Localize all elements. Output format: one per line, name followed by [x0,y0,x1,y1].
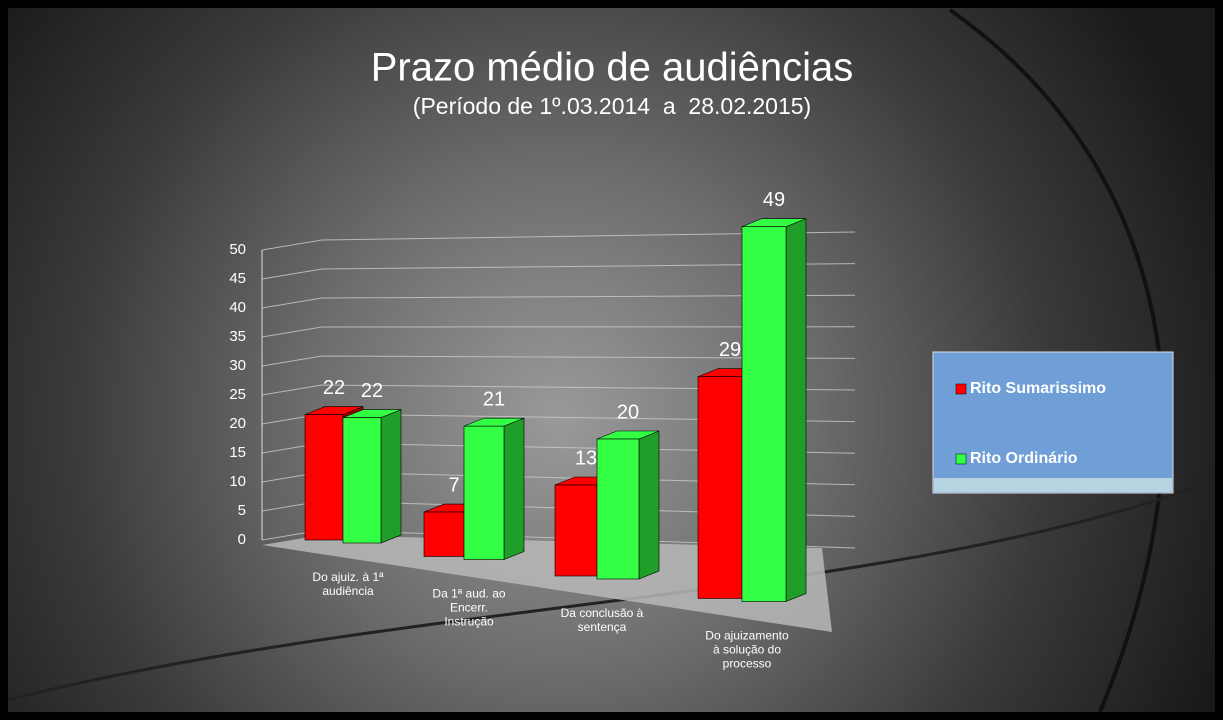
y-tick-label: 0 [238,531,246,548]
legend-stripe [934,478,1172,492]
bar-front [554,484,598,577]
value-label: 21 [483,388,505,410]
floor [262,535,832,632]
legend-label: Rito Ordinário [970,450,1078,467]
value-label: 13 [575,447,597,469]
y-tick-label: 50 [229,241,246,258]
y-tick-label: 30 [229,357,246,374]
bar [741,218,807,602]
bar [596,430,660,580]
bar-front [697,376,743,599]
value-label: 29 [719,339,741,361]
bar [463,417,525,560]
bar-side [638,430,660,580]
value-label: 20 [617,401,639,423]
bar-side [380,409,402,544]
y-tick-label: 10 [229,473,246,490]
value-label: 22 [361,380,383,402]
legend-label: Rito Sumarissimo [970,380,1106,397]
legend-marker [955,383,967,395]
grid-line [261,355,856,367]
decor-arc [948,8,1166,713]
value-label: 49 [763,189,785,211]
bar-side [785,218,807,602]
x-tick-label: Da conclusão à sentença [561,606,644,634]
grid-line [261,263,856,280]
bar [342,409,402,544]
x-tick-label: Da 1ª aud. ao Encerr. Instrução [432,587,505,629]
bar-front [342,417,382,544]
y-tick-label: 15 [229,444,246,461]
plot: 0 5 10 15 20 25 30 35 40 45 50 22 22 Do ajuiz. à 1ª au… [229,189,856,671]
grid-line [261,231,856,251]
y-tick-label: 20 [229,415,246,432]
value-label: 7 [448,474,459,496]
chart-title: Prazo médio de audiências [371,46,854,90]
x-tick-label: Do ajuizamento à solução do processo [705,629,789,671]
chart-subtitle: (Período de 1º.03.2014 a 28.02.2015) [413,93,811,119]
bar-front [304,414,344,541]
bar-side [503,417,525,560]
bar-front [463,425,505,560]
y-tick-label: 35 [229,328,246,345]
bar-front [741,226,787,602]
bar-front [596,438,640,580]
grid-line [261,294,856,309]
grid-line [261,384,856,396]
legend-marker [955,453,967,465]
y-tick-label: 25 [229,386,246,403]
y-tick-label: 5 [238,502,246,519]
y-tick-label: 40 [229,299,246,316]
y-tick-label: 45 [229,270,246,287]
bar-front [423,511,465,557]
grid-line [261,326,856,338]
legend-box [932,351,1174,494]
value-label: 22 [323,377,345,399]
x-tick-label: Do ajuiz. à 1ª audiência [312,570,384,598]
